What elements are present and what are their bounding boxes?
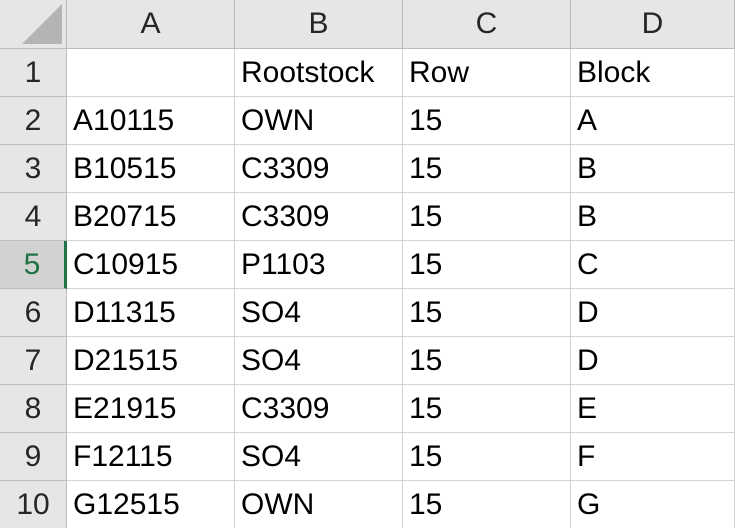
row-header-5[interactable]: 5 (0, 241, 67, 289)
cell-a5[interactable]: C10915 (67, 241, 235, 289)
cell-b3[interactable]: C3309 (235, 145, 403, 193)
row-header-10[interactable]: 10 (0, 481, 67, 528)
cell-d8[interactable]: E (571, 385, 735, 433)
cell-a2[interactable]: A10115 (67, 97, 235, 145)
column-header-c[interactable]: C (403, 0, 571, 49)
cell-d1[interactable]: Block (571, 49, 735, 97)
row-header-9[interactable]: 9 (0, 433, 67, 481)
cell-d7[interactable]: D (571, 337, 735, 385)
cell-d3[interactable]: B (571, 145, 735, 193)
cell-d2[interactable]: A (571, 97, 735, 145)
column-header-a[interactable]: A (67, 0, 235, 49)
cell-a8[interactable]: E21915 (67, 385, 235, 433)
row-header-2[interactable]: 2 (0, 97, 67, 145)
cell-c3[interactable]: 15 (403, 145, 571, 193)
cell-c9[interactable]: 15 (403, 433, 571, 481)
row-header-6[interactable]: 6 (0, 289, 67, 337)
cell-c7[interactable]: 15 (403, 337, 571, 385)
cell-a4[interactable]: B20715 (67, 193, 235, 241)
cell-b6[interactable]: SO4 (235, 289, 403, 337)
row-header-3[interactable]: 3 (0, 145, 67, 193)
cell-b10[interactable]: OWN (235, 481, 403, 528)
cell-c5[interactable]: 15 (403, 241, 571, 289)
cell-c6[interactable]: 15 (403, 289, 571, 337)
row-header-8[interactable]: 8 (0, 385, 67, 433)
row-header-1[interactable]: 1 (0, 49, 67, 97)
cell-b1[interactable]: Rootstock (235, 49, 403, 97)
select-all-corner[interactable] (0, 0, 67, 49)
cell-c4[interactable]: 15 (403, 193, 571, 241)
cell-d6[interactable]: D (571, 289, 735, 337)
cell-a3[interactable]: B10515 (67, 145, 235, 193)
cell-b9[interactable]: SO4 (235, 433, 403, 481)
cell-c2[interactable]: 15 (403, 97, 571, 145)
cell-d5[interactable]: C (571, 241, 735, 289)
cell-b2[interactable]: OWN (235, 97, 403, 145)
cell-a7[interactable]: D21515 (67, 337, 235, 385)
cell-b4[interactable]: C3309 (235, 193, 403, 241)
cell-b7[interactable]: SO4 (235, 337, 403, 385)
select-all-triangle-icon (22, 4, 62, 44)
cell-b5[interactable]: P1103 (235, 241, 403, 289)
cell-d9[interactable]: F (571, 433, 735, 481)
cell-d4[interactable]: B (571, 193, 735, 241)
cell-a1[interactable] (67, 49, 235, 97)
cell-a10[interactable]: G12515 (67, 481, 235, 528)
row-header-7[interactable]: 7 (0, 337, 67, 385)
cell-a6[interactable]: D11315 (67, 289, 235, 337)
column-header-b[interactable]: B (235, 0, 403, 49)
cell-c1[interactable]: Row (403, 49, 571, 97)
cell-c10[interactable]: 15 (403, 481, 571, 528)
column-header-d[interactable]: D (571, 0, 735, 49)
row-header-4[interactable]: 4 (0, 193, 67, 241)
cell-a9[interactable]: F12115 (67, 433, 235, 481)
cell-b8[interactable]: C3309 (235, 385, 403, 433)
cell-c8[interactable]: 15 (403, 385, 571, 433)
cell-d10[interactable]: G (571, 481, 735, 528)
